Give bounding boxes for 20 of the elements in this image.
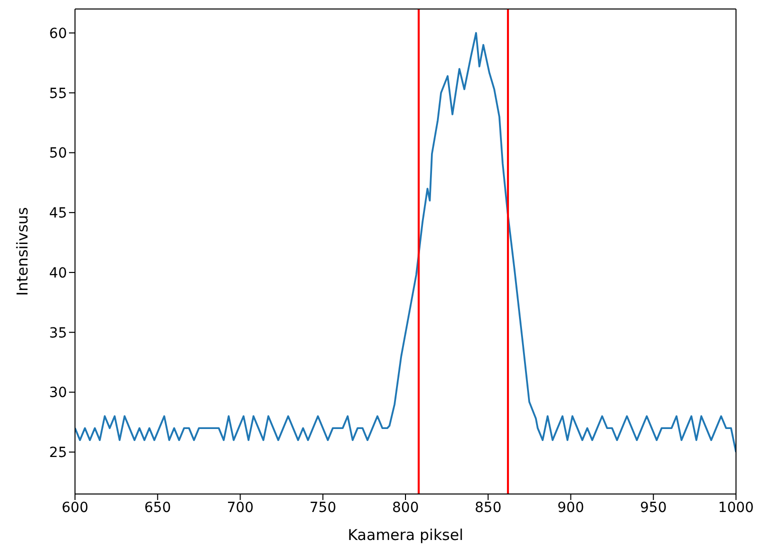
x-tick-label: 600	[62, 500, 88, 516]
x-tick-label: 800	[392, 500, 419, 516]
x-tick-label: 650	[144, 500, 171, 516]
y-tick-label: 35	[49, 325, 67, 342]
x-tick-label: 700	[226, 500, 254, 516]
x-axis-title: Kaamera piksel	[348, 526, 464, 544]
line-series	[75, 32, 736, 453]
x-tick-label: 900	[557, 500, 584, 516]
x-tick-label: 850	[474, 500, 502, 516]
y-tick-label: 30	[49, 385, 67, 402]
x-tick-label: 950	[640, 500, 667, 516]
y-tick-label: 55	[49, 86, 67, 102]
y-tick-label: 25	[49, 445, 67, 462]
y-tick-label: 60	[49, 26, 67, 42]
y-axis-title: Intensiivsus	[13, 206, 32, 296]
y-tick-label: 40	[49, 265, 67, 282]
y-tick-label: 50	[49, 146, 67, 162]
x-tick-label: 750	[310, 500, 336, 516]
x-tick-label: 1000	[718, 500, 754, 516]
y-tick-label: 45	[49, 206, 67, 222]
